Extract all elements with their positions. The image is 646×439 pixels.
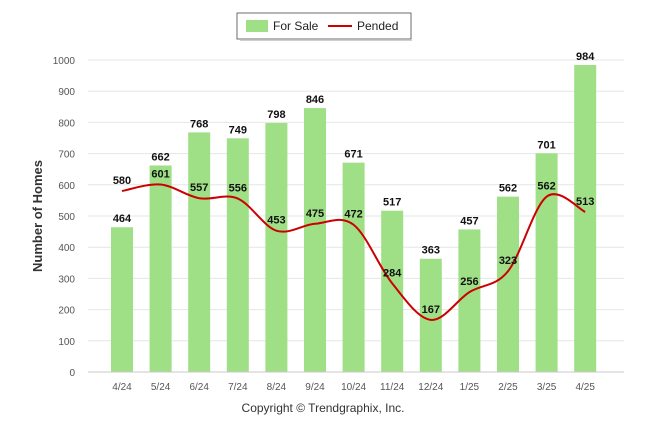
y-tick-label: 1000 bbox=[53, 56, 76, 67]
line-layer bbox=[121, 183, 586, 321]
labels-layer: 464 662 768 749 798 846 671 517 363 457 562 701 984 5… bbox=[113, 51, 595, 316]
x-tick-label: 1/25 bbox=[460, 382, 480, 393]
y-tick-label: 600 bbox=[58, 181, 75, 192]
legend: For Sale Pended bbox=[236, 12, 412, 41]
bar-for-sale bbox=[381, 210, 404, 372]
bar-value-label: 363 bbox=[422, 245, 440, 257]
line-value-label: 556 bbox=[229, 183, 247, 195]
line-value-label: 580 bbox=[113, 175, 131, 187]
bar-value-label: 562 bbox=[499, 183, 517, 195]
bar-for-sale bbox=[111, 227, 133, 372]
x-tick-label: 3/25 bbox=[537, 382, 557, 393]
bar-value-label: 701 bbox=[537, 139, 555, 151]
legend-swatch-for-sale bbox=[246, 20, 268, 32]
line-value-label: 256 bbox=[460, 276, 478, 288]
line-value-label: 475 bbox=[306, 208, 324, 220]
bar-for-sale bbox=[342, 162, 365, 372]
y-tick-label: 800 bbox=[58, 118, 75, 129]
x-tick-label: 12/24 bbox=[418, 382, 443, 393]
y-tick-label: 900 bbox=[58, 87, 75, 98]
axis-layer: 0 100 200 300 400 500 600 700 800 900 1000 4/24 5/24… bbox=[53, 56, 624, 393]
x-tick-label: 5/24 bbox=[151, 382, 171, 393]
bar-for-sale bbox=[149, 165, 172, 372]
line-value-label: 453 bbox=[267, 215, 285, 227]
line-value-label: 513 bbox=[576, 196, 594, 208]
x-tick-label: 11/24 bbox=[380, 382, 405, 393]
bar-for-sale bbox=[304, 108, 326, 372]
bar-for-sale bbox=[265, 123, 288, 372]
bar-value-label: 749 bbox=[229, 124, 247, 136]
bar-value-label: 768 bbox=[190, 118, 208, 130]
y-tick-label: 700 bbox=[58, 150, 75, 161]
bar-for-sale bbox=[188, 132, 211, 372]
y-tick-label: 0 bbox=[69, 368, 75, 379]
bar-value-label: 984 bbox=[576, 51, 595, 63]
line-pended bbox=[121, 183, 586, 321]
bar-value-label: 464 bbox=[113, 213, 132, 225]
line-value-label: 167 bbox=[422, 304, 440, 316]
bar-for-sale bbox=[458, 229, 481, 372]
x-tick-label: 4/25 bbox=[575, 382, 595, 393]
y-tick-label: 200 bbox=[58, 306, 75, 317]
line-value-label: 601 bbox=[151, 168, 169, 180]
bar-for-sale bbox=[574, 64, 597, 372]
x-tick-label: 10/24 bbox=[341, 382, 366, 393]
bar-value-label: 798 bbox=[267, 109, 285, 121]
y-tick-label: 100 bbox=[58, 337, 75, 348]
bar-value-label: 517 bbox=[383, 197, 401, 209]
line-value-label: 557 bbox=[190, 182, 208, 194]
copyright-text: Copyright © Trendgraphix, Inc. bbox=[241, 401, 405, 415]
legend-label-for-sale: For Sale bbox=[273, 19, 319, 33]
bar-for-sale bbox=[419, 258, 442, 372]
bar-for-sale bbox=[497, 196, 519, 372]
legend-label-pended: Pended bbox=[357, 19, 398, 33]
x-tick-label: 6/24 bbox=[189, 382, 209, 393]
x-tick-label: 7/24 bbox=[228, 382, 248, 393]
x-tick-label: 8/24 bbox=[267, 382, 287, 393]
line-value-label: 284 bbox=[383, 267, 402, 279]
bar-value-label: 662 bbox=[151, 151, 169, 163]
bar-value-label: 457 bbox=[460, 215, 478, 227]
y-tick-label: 500 bbox=[58, 212, 75, 223]
y-axis-title: Number of Homes bbox=[30, 160, 45, 272]
line-value-label: 323 bbox=[499, 255, 517, 267]
bar-for-sale bbox=[535, 153, 558, 372]
x-tick-label: 4/24 bbox=[112, 382, 132, 393]
bar-value-label: 846 bbox=[306, 94, 324, 106]
line-value-label: 562 bbox=[537, 181, 555, 193]
x-tick-label: 9/24 bbox=[305, 382, 325, 393]
line-value-label: 472 bbox=[344, 209, 362, 221]
y-tick-label: 300 bbox=[58, 274, 75, 285]
x-tick-label: 2/25 bbox=[498, 382, 518, 393]
y-tick-label: 400 bbox=[58, 243, 75, 254]
bar-for-sale bbox=[226, 138, 249, 372]
bar-value-label: 671 bbox=[344, 149, 362, 161]
